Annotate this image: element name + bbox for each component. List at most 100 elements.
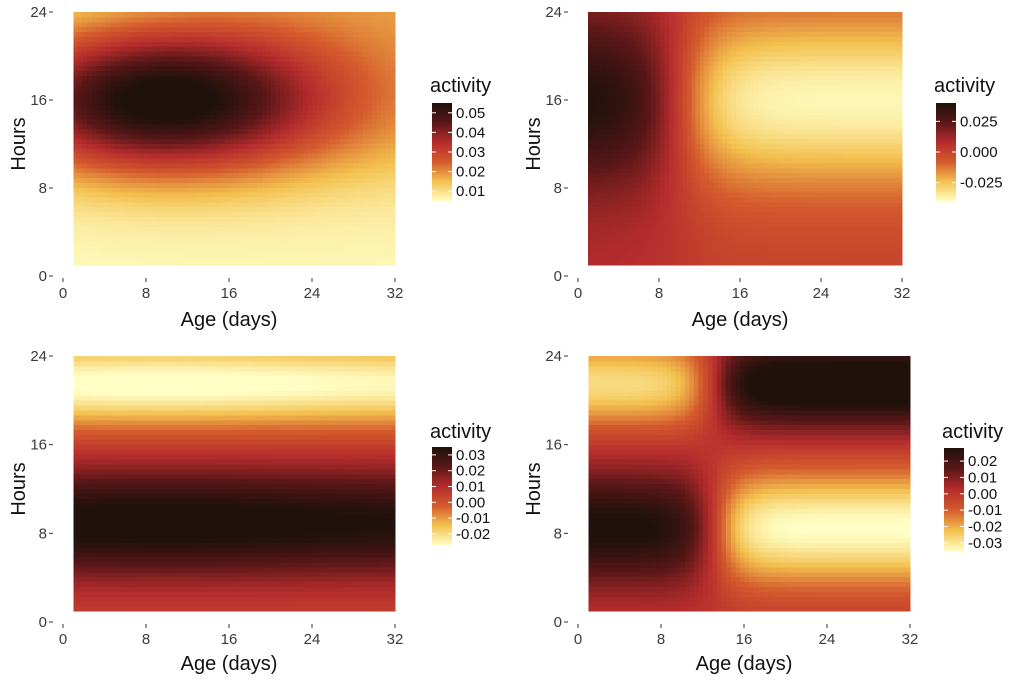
heatmap-cell: [326, 70, 331, 75]
heatmap-cell: [106, 250, 111, 255]
heatmap-cell: [276, 56, 281, 61]
heatmap-cell: [179, 129, 184, 134]
heatmap-cell: [234, 221, 239, 226]
heatmap-cell: [358, 211, 363, 216]
heatmap-cell: [312, 187, 317, 192]
heatmap-cell: [344, 134, 349, 139]
heatmap-cell: [184, 100, 189, 105]
heatmap-cell: [161, 36, 166, 41]
heatmap-cell: [170, 231, 175, 236]
heatmap-cell: [207, 56, 212, 61]
heatmap-cell: [655, 70, 660, 75]
heatmap-cell: [115, 61, 120, 66]
heatmap-cell: [142, 236, 147, 241]
heatmap-cell: [280, 241, 285, 246]
heatmap-cell: [642, 246, 647, 251]
heatmap-cell: [363, 163, 368, 168]
heatmap-cell: [299, 70, 304, 75]
heatmap-cell: [129, 129, 134, 134]
heatmap-cell: [262, 221, 267, 226]
heatmap-cell: [678, 56, 683, 61]
heatmap-cell: [87, 61, 92, 66]
heatmap-cell: [381, 168, 386, 173]
heatmap-cell: [207, 163, 212, 168]
heatmap-cell: [280, 41, 285, 46]
heatmap-cell: [262, 104, 267, 109]
heatmap-cell: [340, 236, 345, 241]
heatmap-cell: [285, 182, 290, 187]
heatmap-cell: [696, 80, 701, 85]
heatmap-cell: [184, 124, 189, 129]
heatmap-cell: [170, 182, 175, 187]
heatmap-cell: [83, 216, 88, 221]
heatmap-cell: [156, 129, 161, 134]
heatmap-cell: [243, 158, 248, 163]
heatmap-cell: [234, 61, 239, 66]
heatmap-cell: [197, 119, 202, 124]
heatmap-cell: [211, 250, 216, 255]
heatmap-cell: [628, 66, 633, 71]
heatmap-cell: [289, 139, 294, 144]
heatmap-cell: [243, 36, 248, 41]
heatmap-cell: [197, 182, 202, 187]
heatmap-cell: [289, 51, 294, 56]
heatmap-cell: [317, 163, 322, 168]
heatmap-cell: [615, 95, 620, 100]
heatmap-cell: [349, 236, 354, 241]
heatmap-cell: [602, 139, 607, 144]
heatmap-cell: [234, 143, 239, 148]
heatmap-cell: [188, 104, 193, 109]
heatmap-cell: [597, 187, 602, 192]
heatmap-cell: [386, 90, 391, 95]
heatmap-cell: [161, 80, 166, 85]
heatmap-cell: [344, 182, 349, 187]
heatmap-cell: [147, 124, 152, 129]
heatmap-cell: [276, 41, 281, 46]
heatmap-cell: [73, 56, 78, 61]
heatmap-cell: [110, 197, 115, 202]
heatmap-cell: [372, 36, 377, 41]
heatmap-cell: [597, 61, 602, 66]
heatmap-cell: [92, 139, 97, 144]
heatmap-cell: [354, 12, 359, 17]
heatmap-cell: [101, 231, 106, 236]
heatmap-cell: [147, 163, 152, 168]
heatmap-cell: [170, 36, 175, 41]
heatmap-cell: [386, 66, 391, 71]
heatmap-cell: [161, 100, 166, 105]
heatmap-cell: [124, 197, 129, 202]
heatmap-cell: [211, 255, 216, 260]
heatmap-cell: [597, 260, 602, 265]
heatmap-cell: [129, 109, 134, 114]
heatmap-cell: [588, 100, 593, 105]
heatmap-cell: [289, 211, 294, 216]
heatmap-cell: [257, 109, 262, 114]
heatmap-cell: [271, 221, 276, 226]
heatmap-cell: [248, 129, 253, 134]
heatmap-cell: [669, 27, 674, 32]
heatmap-cell: [377, 148, 382, 153]
heatmap-cell: [239, 70, 244, 75]
heatmap-cell: [142, 231, 147, 236]
heatmap-cell: [335, 31, 340, 36]
heatmap-cell: [170, 31, 175, 36]
heatmap-cell: [673, 36, 678, 41]
heatmap-cell: [87, 187, 92, 192]
heatmap-cell: [669, 236, 674, 241]
heatmap-cell: [386, 153, 391, 158]
heatmap-cell: [606, 119, 611, 124]
heatmap-cell: [83, 260, 88, 265]
heatmap-cell: [372, 202, 377, 207]
heatmap-cell: [642, 66, 647, 71]
heatmap-cell: [174, 177, 179, 182]
heatmap-cell: [151, 22, 156, 27]
heatmap-cell: [165, 221, 170, 226]
heatmap-cell: [202, 90, 207, 95]
heatmap-cell: [151, 143, 156, 148]
heatmap-cell: [188, 12, 193, 17]
heatmap-cell: [358, 109, 363, 114]
heatmap-cell: [633, 95, 638, 100]
heatmap-cell: [248, 46, 253, 51]
heatmap-cell: [326, 163, 331, 168]
heatmap-cell: [344, 158, 349, 163]
